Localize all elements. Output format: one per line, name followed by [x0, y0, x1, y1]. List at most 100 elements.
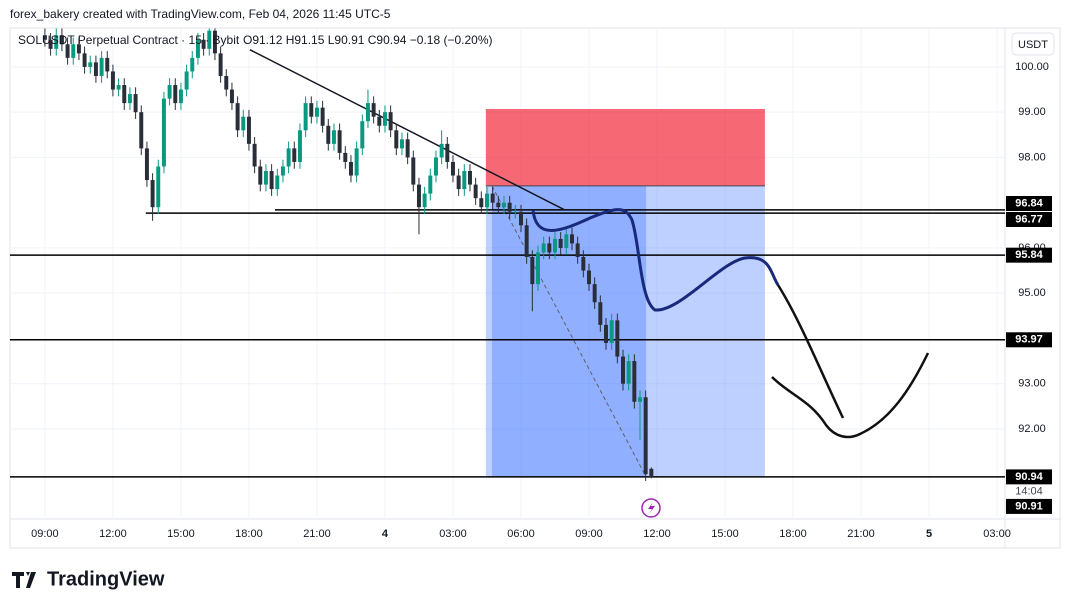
- candle-body: [564, 234, 569, 248]
- candle-body: [42, 35, 47, 40]
- candle-body: [598, 302, 603, 325]
- candle-body: [513, 211, 518, 213]
- candle-body: [190, 57, 195, 72]
- level-label-box: [1006, 469, 1052, 485]
- candle-body: [241, 116, 246, 131]
- low-label: 90.91: [1015, 500, 1043, 512]
- level-label-box: [1006, 332, 1052, 348]
- event-icon-bolt: [648, 502, 655, 514]
- x-tick-label: 12:00: [99, 528, 127, 540]
- candle-body: [144, 148, 149, 181]
- level-label-box: [1006, 196, 1052, 212]
- y-tick-label: 92.00: [1018, 423, 1046, 435]
- candle-body: [473, 184, 478, 199]
- candle-body: [93, 62, 98, 76]
- candle-body: [59, 35, 64, 45]
- candle-body: [536, 252, 540, 285]
- candle-body: [280, 166, 285, 176]
- candle-body: [626, 361, 631, 384]
- level-label: 96.77: [1015, 213, 1043, 225]
- x-tick-label: 03:00: [439, 528, 467, 540]
- candle-body: [309, 103, 314, 117]
- stop-zone: [485, 109, 765, 186]
- candle-body: [490, 193, 495, 203]
- candle-body: [161, 98, 166, 167]
- candle-body: [292, 148, 297, 162]
- candle-body: [592, 284, 597, 303]
- candle-body: [326, 125, 331, 144]
- candle-body: [139, 112, 144, 149]
- x-tick-label: 09:00: [31, 528, 59, 540]
- candle-body: [127, 94, 132, 104]
- candle-body: [195, 39, 200, 58]
- candle-body: [615, 320, 620, 357]
- symbol: SOLUSDT Perpetual Contract · 15 · Bybit: [18, 33, 240, 47]
- candle-body: [450, 161, 455, 176]
- candle-body: [575, 243, 580, 257]
- brand: TradingView: [47, 568, 165, 590]
- ohlc-legend: O91.12 H91.15 L90.91 C90.94 −0.18 (−0.20…: [243, 33, 493, 47]
- target-zone: [485, 185, 765, 477]
- candle-body: [388, 112, 393, 131]
- candle-body: [348, 161, 353, 176]
- logo-mark: [12, 572, 36, 588]
- x-tick-label: 15:00: [711, 528, 739, 540]
- x-tick-label: 21:00: [847, 528, 875, 540]
- candle-body: [297, 130, 302, 162]
- level-label-box: [1006, 247, 1052, 263]
- candle-body: [337, 130, 342, 153]
- candle-body: [462, 171, 467, 190]
- candle-body: [314, 107, 319, 117]
- level-label-box: [1006, 212, 1052, 228]
- candle-body: [360, 121, 365, 149]
- candle-body: [263, 171, 268, 185]
- x-tick-label: 03:00: [983, 528, 1011, 540]
- candle-body: [184, 71, 189, 90]
- candle-body: [303, 103, 308, 131]
- candle-body: [122, 85, 127, 104]
- x-tick-label: 09:00: [575, 528, 603, 540]
- candle-body: [173, 85, 178, 104]
- candle-body: [638, 397, 642, 402]
- candle-body: [207, 30, 212, 49]
- brand-logo: TradingView: [12, 568, 165, 590]
- header: forex_bakery created with TradingView.co…: [10, 7, 391, 21]
- x-tick-label: 5: [926, 528, 932, 540]
- candle-body: [229, 89, 234, 104]
- candle-body: [439, 143, 444, 158]
- candle-body: [201, 39, 206, 49]
- x-tick-label: 15:00: [167, 528, 195, 540]
- candle-body: [524, 225, 529, 257]
- candle-body: [71, 44, 76, 58]
- axes: 100.0099.0098.0096.0095.0093.0092.0009:0…: [31, 61, 1052, 540]
- candle-body: [377, 116, 382, 126]
- x-tick-label: 12:00: [643, 528, 671, 540]
- level-label: 96.84: [1015, 197, 1043, 209]
- position-path: [491, 185, 647, 478]
- candle-body: [156, 166, 161, 208]
- candle-body: [178, 89, 183, 104]
- candle-body: [354, 148, 359, 176]
- x-tick-label: 06:00: [507, 528, 535, 540]
- candle-body: [422, 193, 427, 208]
- candle-body: [547, 243, 552, 253]
- candle-body: [371, 103, 376, 117]
- candle-body: [581, 256, 586, 271]
- x-tick-label: 18:00: [779, 528, 807, 540]
- y-tick-label: 95.00: [1018, 287, 1046, 299]
- drawn-path-black: [771, 352, 930, 439]
- candle-body: [54, 35, 59, 49]
- candle-body: [167, 85, 172, 99]
- candle-body: [609, 320, 614, 343]
- candle-body: [105, 57, 110, 72]
- candle-body: [621, 356, 625, 384]
- currency-box[interactable]: [1011, 32, 1055, 56]
- candle-body: [394, 130, 399, 149]
- candle-body: [252, 143, 257, 167]
- level-label: 95.84: [1015, 249, 1043, 261]
- drawings: [531, 208, 930, 518]
- candle-body: [553, 238, 557, 253]
- candle-body: [399, 139, 404, 149]
